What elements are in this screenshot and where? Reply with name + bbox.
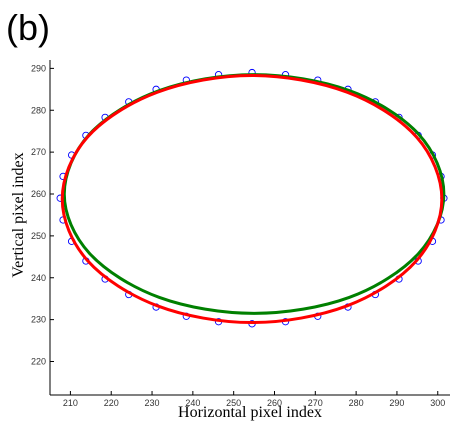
fit-curve [60,73,444,325]
y-tick-label: 270 [31,147,46,157]
x-tick-label: 280 [349,398,364,408]
x-tick-label: 210 [63,398,78,408]
x-tick-label: 220 [104,398,119,408]
panel-label: (b) [6,7,50,48]
x-tick-label: 230 [145,398,160,408]
y-tick-label: 250 [31,231,46,241]
y-tick-label: 230 [31,315,46,325]
y-tick-label: 220 [31,357,46,367]
x-tick-label: 270 [308,398,323,408]
x-tick-label: 300 [430,398,445,408]
x-tick-label: 260 [267,398,282,408]
x-tick-label: 250 [226,398,241,408]
y-tick-label: 280 [31,105,46,115]
fit-curve [62,73,446,315]
y-axis-title: Vertical pixel index [10,152,27,277]
x-axis-title: Horizontal pixel index [178,404,322,421]
x-tick-label: 240 [185,398,200,408]
y-tick-label: 290 [31,63,46,73]
y-tick-label: 240 [31,273,46,283]
x-tick-label: 290 [389,398,404,408]
y-tick-label: 260 [31,189,46,199]
